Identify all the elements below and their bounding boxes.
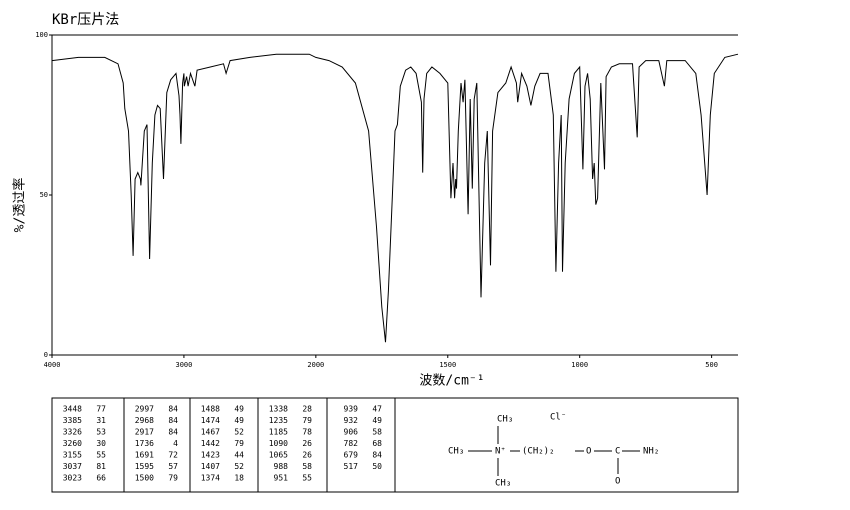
peak-wavenumber: 1185: [269, 428, 288, 437]
peak-wavenumber: 3385: [63, 416, 82, 425]
peak-wavenumber: 1595: [135, 462, 154, 471]
peak-wavenumber: 1338: [269, 405, 288, 414]
peak-transmittance: 52: [234, 462, 244, 471]
peak-transmittance: 58: [302, 462, 312, 471]
peak-wavenumber: 1691: [135, 451, 154, 460]
peak-wavenumber: 2968: [135, 416, 154, 425]
x-tick-label: 4000: [44, 361, 61, 369]
peak-transmittance: 78: [302, 428, 312, 437]
peak-transmittance: 84: [168, 416, 178, 425]
atom-label: (CH₂)₂: [522, 447, 555, 457]
peak-transmittance: 68: [372, 439, 382, 448]
y-tick-label: 50: [40, 191, 48, 199]
y-axis-label: %/透过率: [12, 178, 28, 233]
x-tick-label: 1000: [571, 361, 588, 369]
peak-transmittance: 79: [302, 416, 312, 425]
peak-transmittance: 66: [96, 474, 106, 483]
peak-wavenumber: 906: [344, 428, 359, 437]
peak-transmittance: 26: [302, 439, 312, 448]
peak-wavenumber: 3448: [63, 405, 82, 414]
peak-transmittance: 72: [168, 451, 178, 460]
peak-wavenumber: 1500: [135, 474, 154, 483]
peak-wavenumber: 1090: [269, 439, 288, 448]
table-dividers: [123, 398, 396, 492]
peak-wavenumber: 1235: [269, 416, 288, 425]
peak-transmittance: 50: [372, 462, 382, 471]
peak-transmittance: 49: [372, 416, 382, 425]
peak-wavenumber: 3326: [63, 428, 82, 437]
peak-transmittance: 55: [302, 474, 312, 483]
peak-wavenumber: 679: [344, 451, 359, 460]
peak-transmittance: 30: [96, 439, 106, 448]
peak-wavenumber: 1488: [201, 405, 220, 414]
peak-wavenumber: 1442: [201, 439, 220, 448]
peak-wavenumber: 3023: [63, 474, 82, 483]
peak-wavenumber: 939: [344, 405, 359, 414]
x-tick-label: 2000: [307, 361, 324, 369]
atom-label: CH₃: [448, 447, 464, 457]
peak-transmittance: 52: [234, 428, 244, 437]
peak-transmittance: 57: [168, 462, 178, 471]
peak-transmittance: 26: [302, 451, 312, 460]
x-tick-label: 1500: [439, 361, 456, 369]
peak-transmittance: 44: [234, 451, 244, 460]
peak-transmittance: 58: [372, 428, 382, 437]
atom-label: N⁺: [495, 447, 506, 457]
x-axis-label: 波数/cm⁻¹: [419, 374, 484, 389]
peak-transmittance: 84: [168, 428, 178, 437]
chart-title: KBr压片法: [52, 12, 119, 28]
peak-wavenumber: 1467: [201, 428, 220, 437]
peak-wavenumber: 782: [344, 439, 359, 448]
atom-label: O: [586, 447, 591, 457]
axis-frame: [51, 34, 738, 356]
peak-wavenumber: 517: [344, 462, 359, 471]
peak-transmittance: 47: [372, 405, 382, 414]
y-tick-label: 0: [44, 351, 48, 359]
anion-label: Cl⁻: [550, 413, 566, 423]
peak-transmittance: 4: [173, 439, 178, 448]
atom-label: CH₃: [497, 415, 513, 425]
peak-wavenumber: 951: [274, 474, 289, 483]
peak-transmittance: 28: [302, 405, 312, 414]
peak-wavenumber: 1374: [201, 474, 220, 483]
atom-label: NH₂: [643, 447, 659, 457]
y-tick-label: 100: [35, 31, 48, 39]
peak-wavenumber: 1065: [269, 451, 288, 460]
peak-wavenumber: 2997: [135, 405, 154, 414]
structure: CH₃ Cl⁻ CH₃ N⁺ (CH₂)₂ O C NH₂ O CH₃: [448, 413, 659, 489]
peak-wavenumber: 1736: [135, 439, 154, 448]
x-tick-label: 3000: [175, 361, 192, 369]
atom-label: C: [615, 447, 620, 457]
peak-transmittance: 49: [234, 405, 244, 414]
peak-transmittance: 77: [96, 405, 106, 414]
x-tick-label: 500: [705, 361, 718, 369]
peak-transmittance: 81: [96, 462, 106, 471]
peak-wavenumber: 1474: [201, 416, 220, 425]
peak-transmittance: 49: [234, 416, 244, 425]
peak-transmittance: 53: [96, 428, 106, 437]
peak-wavenumber: 988: [274, 462, 289, 471]
peak-wavenumber: 3037: [63, 462, 82, 471]
peak-wavenumber: 932: [344, 416, 359, 425]
peak-transmittance: 84: [372, 451, 382, 460]
spectrum-line: [51, 53, 739, 343]
peak-transmittance: 84: [168, 405, 178, 414]
peak-transmittance: 55: [96, 451, 106, 460]
atom-label: O: [615, 477, 620, 487]
peak-wavenumber: 3155: [63, 451, 82, 460]
peak-wavenumber: 1407: [201, 462, 220, 471]
peak-wavenumber: 3260: [63, 439, 82, 448]
peak-transmittance: 31: [96, 416, 106, 425]
peak-wavenumber: 1423: [201, 451, 220, 460]
peak-transmittance: 79: [168, 474, 178, 483]
peak-transmittance: 18: [234, 474, 244, 483]
atom-label: CH₃: [495, 479, 511, 489]
peak-transmittance: 79: [234, 439, 244, 448]
peak-wavenumber: 2917: [135, 428, 154, 437]
bonds: [468, 426, 640, 476]
